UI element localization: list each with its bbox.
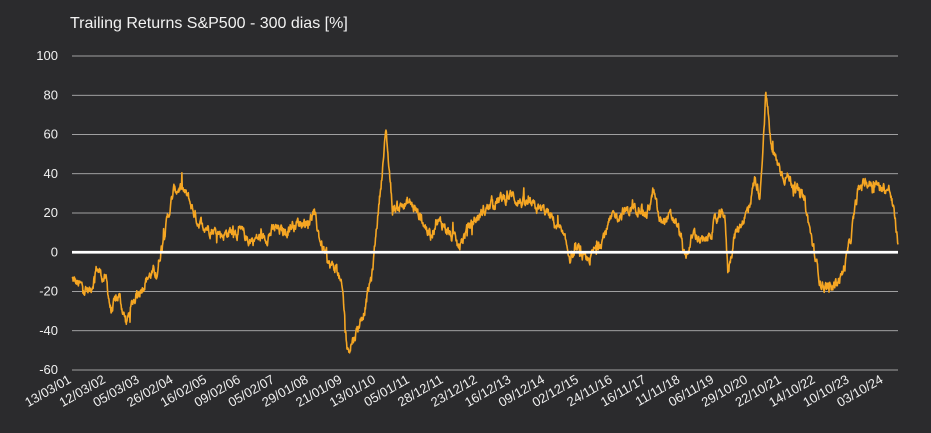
y-tick-label: 100 — [36, 48, 58, 63]
y-tick-label: 40 — [44, 166, 58, 181]
series-line — [71, 91, 899, 354]
y-tick-label: -40 — [39, 323, 58, 338]
y-tick-label: 0 — [51, 244, 58, 259]
y-tick-label: -20 — [39, 284, 58, 299]
y-tick-label: 60 — [44, 127, 58, 142]
y-tick-label: -60 — [39, 362, 58, 377]
y-tick-label: 20 — [44, 205, 58, 220]
y-tick-label: 80 — [44, 87, 58, 102]
chart-title: Trailing Returns S&P500 - 300 dias [%] — [70, 15, 348, 32]
